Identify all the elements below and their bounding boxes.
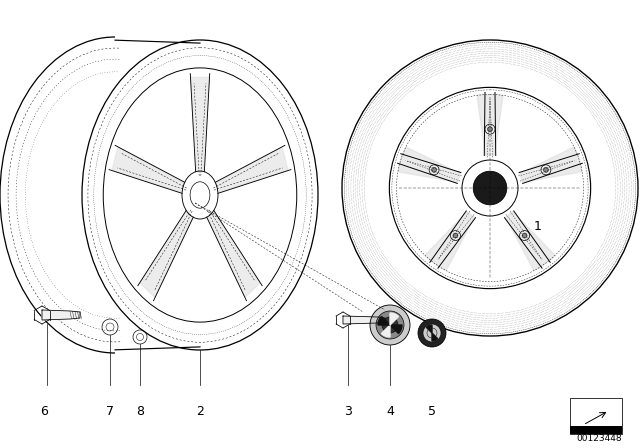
Polygon shape <box>343 316 385 324</box>
Circle shape <box>376 311 404 339</box>
Circle shape <box>488 127 493 132</box>
Circle shape <box>382 317 398 333</box>
Circle shape <box>543 168 548 172</box>
Text: 4: 4 <box>386 405 394 418</box>
Polygon shape <box>140 211 193 297</box>
Polygon shape <box>477 95 503 155</box>
Polygon shape <box>390 325 402 333</box>
Circle shape <box>473 171 507 205</box>
Text: 5: 5 <box>428 405 436 418</box>
Circle shape <box>423 324 441 342</box>
Bar <box>570 398 622 434</box>
Text: 2: 2 <box>196 405 204 418</box>
Text: 8: 8 <box>136 405 144 418</box>
Text: 3: 3 <box>344 405 352 418</box>
Polygon shape <box>42 310 80 320</box>
Circle shape <box>370 305 410 345</box>
Polygon shape <box>426 325 432 333</box>
Text: 6: 6 <box>40 405 48 418</box>
Polygon shape <box>378 317 390 325</box>
Polygon shape <box>216 147 288 193</box>
Circle shape <box>522 233 527 238</box>
Text: 7: 7 <box>106 405 114 418</box>
Polygon shape <box>112 147 184 193</box>
Circle shape <box>418 319 446 347</box>
Text: 1: 1 <box>534 220 542 233</box>
Polygon shape <box>390 313 399 325</box>
Bar <box>570 426 622 434</box>
Polygon shape <box>191 78 209 172</box>
Polygon shape <box>207 211 260 297</box>
Circle shape <box>431 168 436 172</box>
Polygon shape <box>381 325 390 337</box>
Circle shape <box>453 233 458 238</box>
Polygon shape <box>520 147 582 182</box>
Text: 00123448: 00123448 <box>577 434 622 443</box>
Polygon shape <box>506 212 555 271</box>
Polygon shape <box>432 333 438 341</box>
Polygon shape <box>398 147 460 182</box>
Polygon shape <box>425 212 474 271</box>
